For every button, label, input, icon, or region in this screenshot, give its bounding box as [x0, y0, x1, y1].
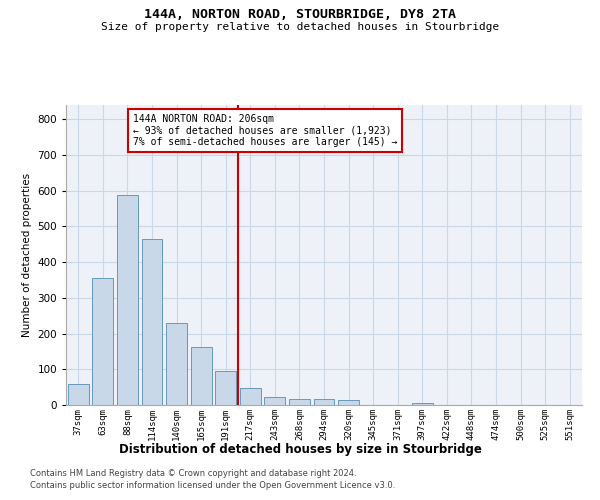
Text: Distribution of detached houses by size in Stourbridge: Distribution of detached houses by size …: [119, 442, 481, 456]
Bar: [289, 398, 310, 405]
Bar: [142, 239, 163, 405]
Bar: [117, 195, 138, 405]
Bar: [92, 278, 113, 405]
Y-axis label: Number of detached properties: Number of detached properties: [22, 173, 32, 337]
Text: Contains public sector information licensed under the Open Government Licence v3: Contains public sector information licen…: [30, 481, 395, 490]
Bar: [314, 398, 334, 405]
Bar: [215, 371, 236, 405]
Text: Contains HM Land Registry data © Crown copyright and database right 2024.: Contains HM Land Registry data © Crown c…: [30, 468, 356, 477]
Bar: [240, 388, 261, 405]
Bar: [265, 397, 286, 405]
Text: Size of property relative to detached houses in Stourbridge: Size of property relative to detached ho…: [101, 22, 499, 32]
Bar: [166, 323, 187, 405]
Bar: [191, 347, 212, 405]
Text: 144A NORTON ROAD: 206sqm
← 93% of detached houses are smaller (1,923)
7% of semi: 144A NORTON ROAD: 206sqm ← 93% of detach…: [133, 114, 397, 147]
Bar: [68, 384, 89, 405]
Bar: [412, 403, 433, 405]
Bar: [338, 400, 359, 405]
Text: 144A, NORTON ROAD, STOURBRIDGE, DY8 2TA: 144A, NORTON ROAD, STOURBRIDGE, DY8 2TA: [144, 8, 456, 20]
